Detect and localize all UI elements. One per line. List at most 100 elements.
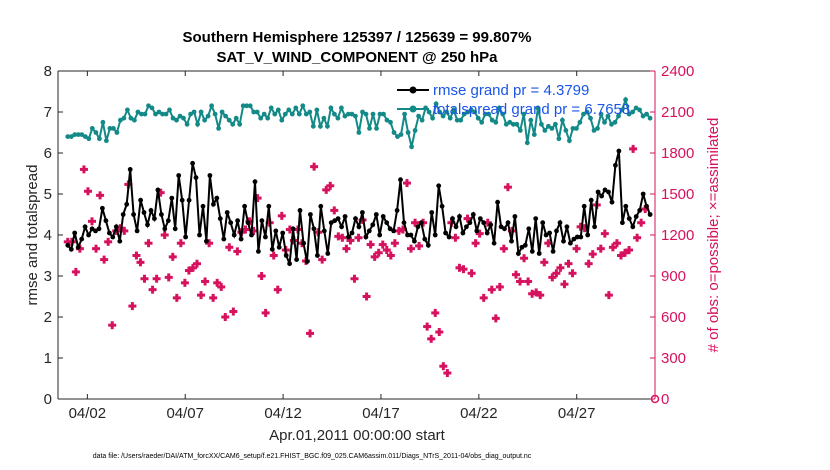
rmse-point xyxy=(204,238,209,244)
rmse-point xyxy=(526,226,532,232)
y-tick-label: 1 xyxy=(44,350,52,367)
obs-marker xyxy=(83,187,92,196)
obs-marker xyxy=(407,244,416,253)
obs-marker xyxy=(572,244,581,253)
obs-marker xyxy=(390,239,399,248)
rmse-point xyxy=(197,232,202,238)
footer-datafile: data file: /Users/raeder/DAI/ATM_forcXX/… xyxy=(93,453,532,460)
totalspread-point xyxy=(86,136,92,142)
rmse-point xyxy=(134,228,140,234)
totalspread-point xyxy=(356,130,362,135)
y2-tick-label: 0 xyxy=(661,391,669,408)
rmse-point xyxy=(263,234,268,240)
obs-marker xyxy=(568,269,577,278)
rmse-point xyxy=(363,234,369,240)
y2-tick-label: 2100 xyxy=(661,104,694,121)
rmse-point xyxy=(193,175,199,181)
obs-marker xyxy=(608,243,617,252)
totalspread-point xyxy=(528,117,534,123)
totalspread-point xyxy=(93,130,99,135)
rmse-point xyxy=(335,216,341,222)
rmse-point xyxy=(540,220,546,226)
rmse-point xyxy=(613,162,618,168)
x-tick-label: 04/22 xyxy=(460,405,498,422)
obs-marker xyxy=(342,244,351,253)
obs-marker xyxy=(100,255,109,264)
totalspread-point xyxy=(584,109,590,115)
totalspread-point xyxy=(279,117,285,123)
totalspread-point xyxy=(209,103,215,109)
totalspread-point xyxy=(489,117,495,123)
obs-marker xyxy=(459,265,468,274)
totalspread-point xyxy=(546,123,551,129)
obs-marker xyxy=(273,285,282,294)
obs-marker xyxy=(479,293,488,302)
rmse-point xyxy=(155,187,161,193)
legend-spread-label: totalspread grand pr = 6.7658 xyxy=(433,101,630,118)
obs-marker xyxy=(552,269,561,278)
totalspread-point xyxy=(300,103,306,109)
rmse-point xyxy=(453,224,459,230)
totalspread-point xyxy=(146,103,151,109)
obs-marker xyxy=(374,248,383,257)
rmse-point xyxy=(217,216,223,222)
obs-marker xyxy=(354,233,363,242)
rmse-point xyxy=(633,214,639,219)
y2-axis-label: # of obs: o=possible; ×=assimilated xyxy=(705,118,722,353)
obs-marker xyxy=(193,259,202,268)
rmse-point xyxy=(522,242,528,248)
totalspread-point xyxy=(444,109,449,115)
totalspread-point xyxy=(223,113,229,119)
totalspread-point xyxy=(633,105,639,111)
totalspread-point xyxy=(303,111,309,117)
rmse-point xyxy=(425,242,431,248)
totalspread-point xyxy=(268,105,274,111)
rmse-point xyxy=(446,234,452,240)
y-tick-label: 2 xyxy=(44,309,52,326)
rmse-point xyxy=(214,195,220,201)
obs-marker xyxy=(172,293,181,302)
rmse-point xyxy=(283,253,289,258)
rmse-point xyxy=(75,244,81,250)
rmse-point xyxy=(110,234,116,240)
totalspread-point xyxy=(135,109,141,115)
rmse-point xyxy=(360,210,365,215)
rmse-point xyxy=(595,189,601,195)
totalspread-point xyxy=(426,109,432,115)
totalspread-point xyxy=(251,109,257,115)
rmse-point xyxy=(391,228,396,234)
rmse-point xyxy=(574,234,580,240)
rmse-point xyxy=(315,253,320,258)
totalspread-point xyxy=(612,119,618,125)
obs-marker xyxy=(261,308,270,317)
totalspread-point xyxy=(132,117,137,123)
obs-marker xyxy=(596,244,605,253)
x-tick-label: 04/27 xyxy=(558,405,596,422)
obs-marker xyxy=(516,277,525,286)
totalspread-point xyxy=(630,109,635,115)
totalspread-point xyxy=(507,119,513,125)
totalspread-point xyxy=(142,111,148,117)
totalspread-point xyxy=(293,105,299,111)
totalspread-point xyxy=(346,111,351,117)
totalspread-point xyxy=(377,111,383,117)
obs-marker xyxy=(164,273,173,282)
obs-marker xyxy=(338,233,347,242)
obs-marker xyxy=(209,293,218,302)
rmse-point xyxy=(564,224,570,230)
obs-marker xyxy=(326,181,335,190)
rmse-point xyxy=(609,199,615,205)
rmse-point xyxy=(186,197,192,203)
totalspread-point xyxy=(265,115,271,121)
rmse-point xyxy=(529,249,535,254)
obs-marker xyxy=(188,263,197,272)
totalspread-point xyxy=(177,113,183,119)
obs-marker xyxy=(225,243,234,252)
totalspread-point xyxy=(454,117,460,123)
rmse-point xyxy=(183,234,189,240)
rmse-point xyxy=(148,208,154,213)
rmse-point xyxy=(401,220,407,226)
totalspread-point xyxy=(205,113,211,119)
obs-marker xyxy=(637,218,646,227)
rmse-point xyxy=(259,218,265,224)
